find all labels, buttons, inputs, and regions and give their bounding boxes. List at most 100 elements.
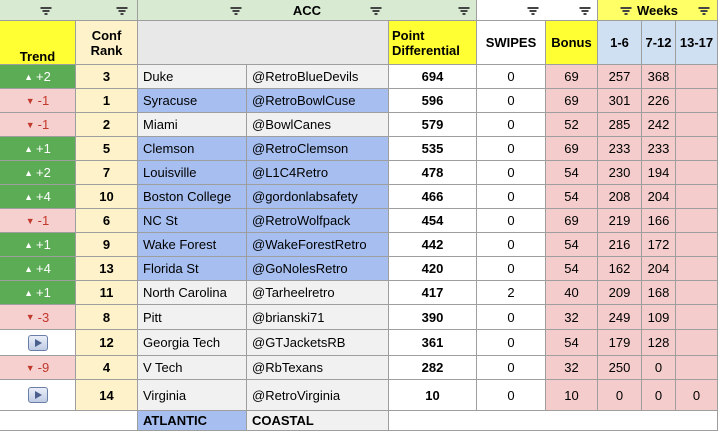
twitter-handle-cell[interactable]: @L1C4Retro [247,161,389,185]
filter-icon[interactable] [40,7,51,15]
twitter-handle-cell[interactable]: @RbTexans [247,356,389,380]
team-name-cell[interactable]: Clemson [138,137,247,161]
arrow-up-icon: ▲ [24,191,34,202]
twitter-handle-cell[interactable]: @BowlCanes [247,113,389,137]
filter-icon[interactable] [116,7,127,15]
arrow-up-icon: ▲ [24,239,34,250]
team-name-cell[interactable]: NC St [138,209,247,233]
weeks-13-17-cell [676,185,718,209]
team-name-cell[interactable]: Wake Forest [138,233,247,257]
team-name-cell[interactable]: North Carolina [138,281,247,305]
weeks-1-6-cell: 162 [598,257,642,281]
twitter-handle-cell[interactable]: @Tarheelretro [247,281,389,305]
bonus-cell: 54 [546,185,598,209]
team-name-cell[interactable]: Georgia Tech [138,330,247,356]
trend-cell [0,330,76,356]
filter-icon[interactable] [230,7,241,15]
weeks-1-6-cell: 233 [598,137,642,161]
bonus-cell: 54 [546,233,598,257]
filter-icon[interactable] [370,7,381,15]
team-name-cell[interactable]: V Tech [138,356,247,380]
trend-value: -3 [37,309,50,325]
weeks-1-6-cell: 250 [598,356,642,380]
twitter-handle-cell[interactable]: @RetroVirginia [247,380,389,411]
team-header-blank [138,21,389,65]
weeks-13-17-cell: 0 [676,380,718,411]
weeks-1-6-cell: 230 [598,161,642,185]
swipes-cell: 0 [477,185,546,209]
weeks-7-12-cell: 368 [642,65,676,89]
conf-rank-cell: 5 [76,137,138,161]
legend-blank-right [389,411,718,431]
twitter-handle-cell[interactable]: @gordonlabsafety [247,185,389,209]
trend-value: +4 [36,261,51,276]
weeks-7-12-cell: 242 [642,113,676,137]
team-name-cell[interactable]: Miami [138,113,247,137]
filter-header-left [0,0,138,21]
weeks-13-17-cell [676,209,718,233]
legend-blank [0,411,138,431]
weeks-13-17-cell [676,89,718,113]
filter-icon[interactable] [579,7,590,15]
swipes-cell: 0 [477,65,546,89]
weeks-7-12-cell: 204 [642,185,676,209]
filter-icon[interactable] [698,7,709,15]
weeks-13-17-cell [676,257,718,281]
trend-value: -1 [37,117,50,132]
swipes-cell: 0 [477,257,546,281]
team-name-cell[interactable]: Boston College [138,185,247,209]
team-name-cell[interactable]: Pitt [138,305,247,330]
filter-icon[interactable] [620,7,631,15]
swipes-header: SWIPES [477,21,546,65]
trend-cell: ▼ -9 [0,356,76,380]
team-name-cell[interactable]: Duke [138,65,247,89]
weeks-7-12-cell: 128 [642,330,676,356]
weeks-7-12-cell: 233 [642,137,676,161]
filter-icon[interactable] [458,7,469,15]
point-differential-cell: 417 [389,281,477,305]
conf-rank-cell: 1 [76,89,138,113]
twitter-handle-cell[interactable]: @RetroWolfpack [247,209,389,233]
twitter-handle-cell[interactable]: @RetroBowlCuse [247,89,389,113]
team-name-cell[interactable]: Florida St [138,257,247,281]
weeks-7-12-cell: 166 [642,209,676,233]
weeks-1-6-cell: 249 [598,305,642,330]
arrow-down-icon: ▼ [25,95,35,106]
legend-coastal: COASTAL [247,411,389,431]
team-name-cell[interactable]: Syracuse [138,89,247,113]
trend-cell: ▲ +1 [0,281,76,305]
twitter-handle-cell[interactable]: @GoNolesRetro [247,257,389,281]
weeks-13-17-cell [676,305,718,330]
weeks-13-17-cell [676,356,718,380]
point-differential-cell: 390 [389,305,477,330]
trend-value: +4 [36,189,51,204]
point-differential-cell: 454 [389,209,477,233]
trend-cell: ▲ +4 [0,257,76,281]
trend-value: +2 [36,69,51,84]
team-name-cell[interactable]: Louisville [138,161,247,185]
weeks-7-12-cell: 204 [642,257,676,281]
play-icon[interactable] [27,334,48,351]
bonus-cell: 54 [546,257,598,281]
swipes-cell: 2 [477,281,546,305]
swipes-cell: 0 [477,113,546,137]
swipes-cell: 0 [477,380,546,411]
trend-header: Trend [0,21,76,65]
point-differential-cell: 442 [389,233,477,257]
play-icon[interactable] [27,387,48,403]
filter-icon[interactable] [527,7,538,15]
twitter-handle-cell[interactable]: @WakeForestRetro [247,233,389,257]
trend-cell: ▲ +1 [0,233,76,257]
point-differential-cell: 420 [389,257,477,281]
twitter-handle-cell[interactable]: @GTJacketsRB [247,330,389,356]
weeks-13-17-cell [676,233,718,257]
weeks-7-12-cell: 168 [642,281,676,305]
weeks-1-6-cell: 257 [598,65,642,89]
twitter-handle-cell[interactable]: @brianski71 [247,305,389,330]
team-name-cell[interactable]: Virginia [138,380,247,411]
twitter-handle-cell[interactable]: @RetroBlueDevils [247,65,389,89]
conf-rank-cell: 3 [76,65,138,89]
weeks-1-6-cell: 208 [598,185,642,209]
trend-value: -9 [37,360,50,375]
twitter-handle-cell[interactable]: @RetroClemson [247,137,389,161]
